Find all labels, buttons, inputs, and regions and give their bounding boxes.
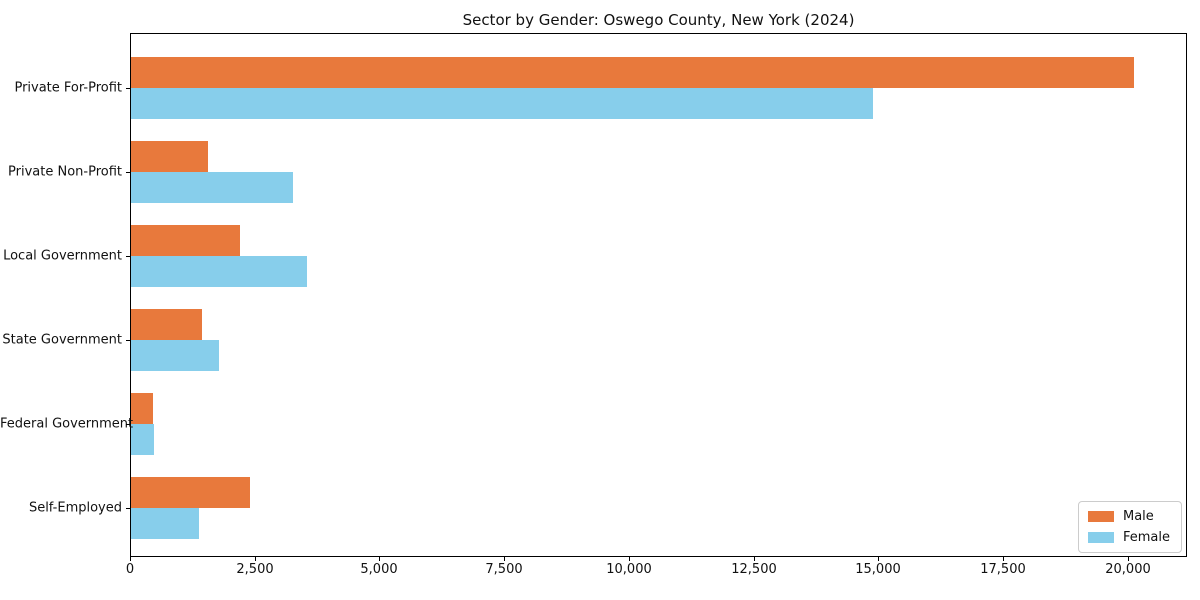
ytick-mark-state-government (126, 340, 130, 341)
ytick-label-local-government: Local Government (3, 248, 122, 264)
xtick-mark-10000 (629, 557, 630, 561)
ytick-mark-private-non-profit (126, 172, 130, 173)
ytick-label-state-government: State Government (2, 332, 122, 348)
xtick-mark-15000 (878, 557, 879, 561)
legend: Male Female (1077, 501, 1182, 553)
plot-area (130, 33, 1187, 557)
ytick-label-self-employed: Self-Employed (28, 500, 122, 516)
bar-female-local-government (131, 256, 307, 287)
bar-male-self-employed (131, 477, 250, 508)
xtick-label-17500: 17,500 (980, 562, 1026, 577)
legend-entry-female: Female (1087, 530, 1170, 545)
bar-female-federal-government (131, 424, 154, 455)
bar-male-local-government (131, 225, 240, 256)
ytick-label-federal-government: Federal Government (0, 416, 134, 432)
xtick-mark-12500 (754, 557, 755, 561)
bar-male-private-non-profit (131, 141, 208, 172)
bar-male-federal-government (131, 393, 153, 424)
bar-female-state-government (131, 340, 219, 371)
legend-swatch-male (1087, 511, 1114, 522)
bar-female-private-non-profit (131, 172, 293, 203)
legend-label-male: Male (1122, 509, 1154, 524)
xtick-label-12500: 12,500 (731, 562, 777, 577)
xtick-label-2500: 2,500 (236, 562, 274, 577)
ytick-label-private-for-profit: Private For-Profit (14, 80, 122, 96)
bar-female-self-employed (131, 508, 199, 539)
ytick-mark-local-government (126, 256, 130, 257)
xtick-mark-0 (130, 557, 131, 561)
xtick-label-20000: 20,000 (1105, 562, 1151, 577)
ytick-mark-private-for-profit (126, 88, 130, 89)
legend-swatch-female (1087, 532, 1114, 543)
xtick-label-7500: 7,500 (485, 562, 523, 577)
legend-label-female: Female (1122, 530, 1170, 545)
xtick-label-0: 0 (125, 562, 135, 577)
xtick-mark-20000 (1128, 557, 1129, 561)
bar-male-private-for-profit (131, 57, 1134, 88)
xtick-mark-2500 (255, 557, 256, 561)
legend-entry-male: Male (1087, 509, 1170, 524)
xtick-label-15000: 15,000 (855, 562, 901, 577)
bar-female-private-for-profit (131, 88, 873, 119)
chart-title: Sector by Gender: Oswego County, New Yor… (462, 11, 855, 29)
ytick-mark-federal-government (126, 424, 130, 425)
xtick-label-10000: 10,000 (606, 562, 652, 577)
ytick-mark-self-employed (126, 508, 130, 509)
xtick-mark-17500 (1003, 557, 1004, 561)
xtick-mark-7500 (504, 557, 505, 561)
xtick-mark-5000 (379, 557, 380, 561)
xtick-label-5000: 5,000 (360, 562, 398, 577)
bar-male-state-government (131, 309, 202, 340)
ytick-label-private-non-profit: Private Non-Profit (8, 164, 122, 180)
